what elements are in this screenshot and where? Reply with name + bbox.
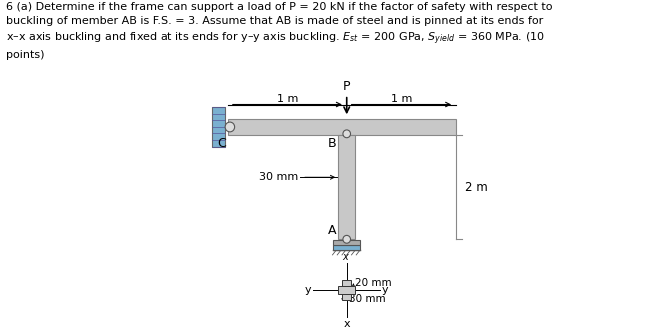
Text: B: B [327,137,336,150]
Circle shape [225,122,234,132]
Bar [212,108,225,147]
Bar [333,240,360,245]
Text: 1 m: 1 m [277,93,298,104]
Text: 2 m: 2 m [466,181,488,193]
Text: y: y [305,285,311,295]
Text: x: x [342,252,348,262]
Text: 30 mm: 30 mm [259,172,299,182]
Text: C: C [217,137,226,150]
Text: 6 (a) Determine if the frame can support a load of P = 20 kN if the factor of sa: 6 (a) Determine if the frame can support… [6,2,552,60]
Bar [338,286,355,294]
Text: 1 m: 1 m [391,93,412,104]
Text: y: y [382,285,389,295]
Text: A: A [328,224,336,237]
Text: P: P [343,80,351,93]
Bar [228,119,456,135]
Bar [338,135,355,239]
Circle shape [343,130,351,138]
Text: x: x [343,319,350,329]
Text: 30 mm: 30 mm [349,294,385,304]
Circle shape [343,235,351,243]
Bar [342,280,351,300]
Bar [333,245,360,250]
Text: 20 mm: 20 mm [355,278,392,288]
